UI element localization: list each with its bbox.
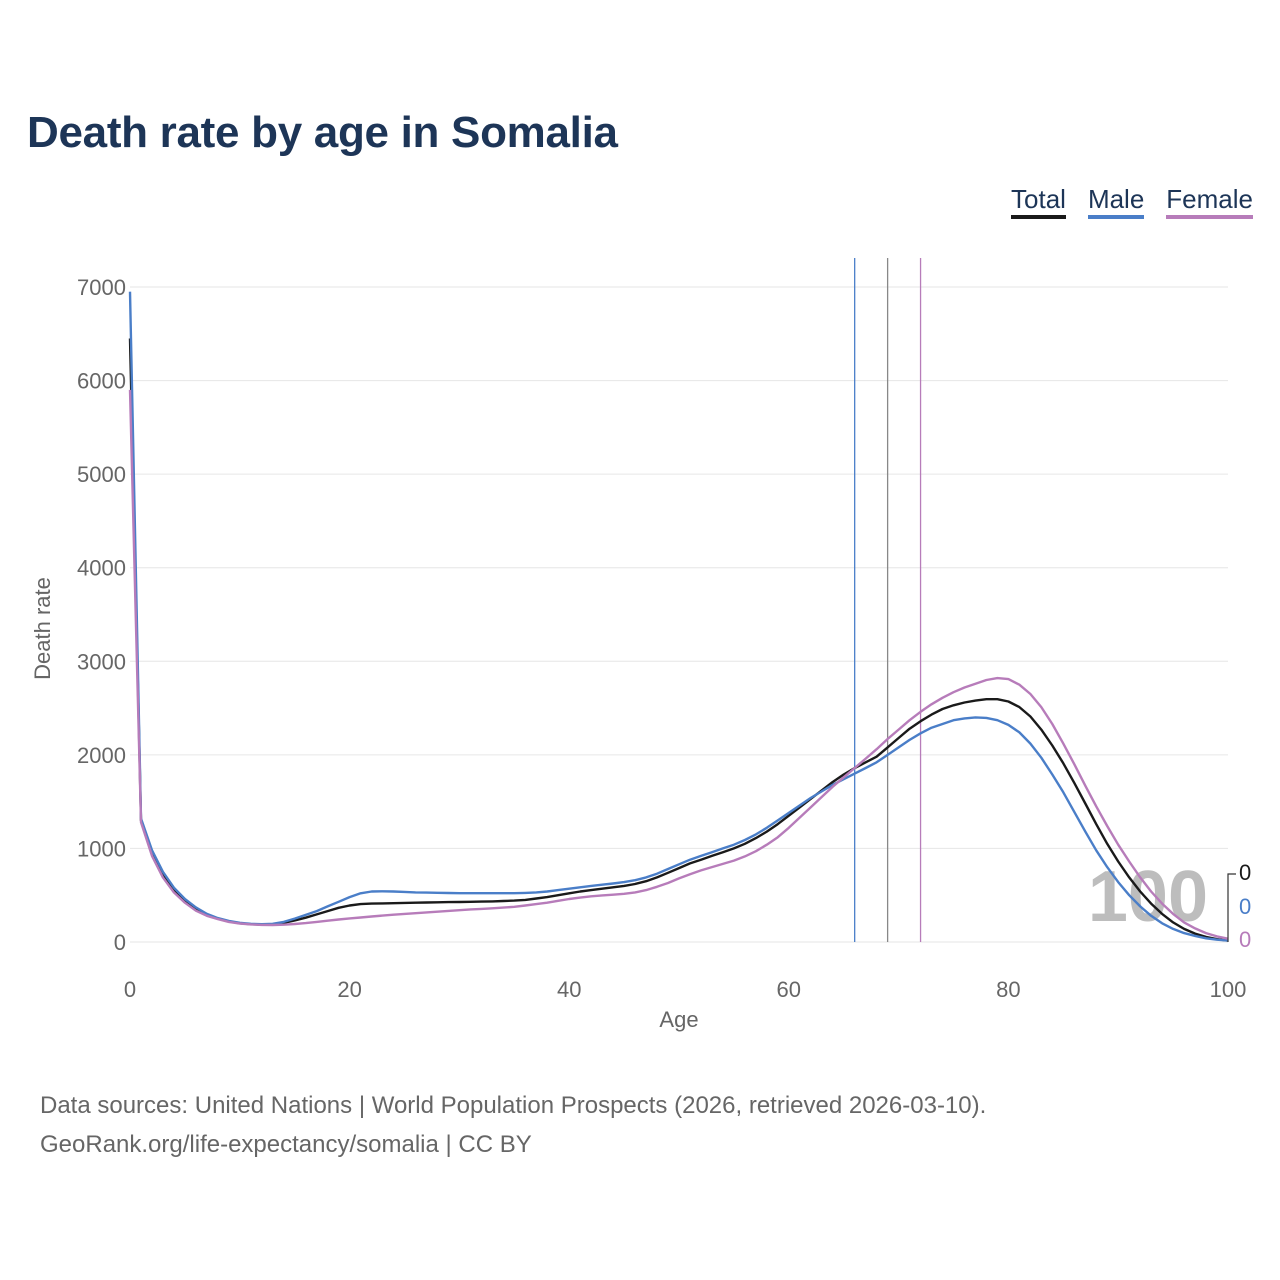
legend-item-total[interactable]: Total xyxy=(1011,184,1066,219)
y-tick-label: 0 xyxy=(114,930,126,955)
series-line-total xyxy=(128,338,1229,942)
footer: Data sources: United Nations | World Pop… xyxy=(40,1086,986,1164)
y-tick-label: 4000 xyxy=(77,556,126,581)
end-label-bracket xyxy=(1227,873,1236,942)
end-label-total: 0 xyxy=(1239,860,1251,885)
x-tick-label: 60 xyxy=(777,977,801,1002)
page-title: Death rate by age in Somalia xyxy=(27,108,618,157)
y-axis-title: Death rate xyxy=(30,577,55,680)
x-tick-label: 20 xyxy=(337,977,361,1002)
legend-item-male[interactable]: Male xyxy=(1087,184,1145,219)
x-tick-label: 0 xyxy=(124,977,136,1002)
y-tick-label: 3000 xyxy=(77,649,126,674)
end-label-female: 0 xyxy=(1239,927,1251,952)
legend: Total Male Female xyxy=(1011,184,1253,219)
x-tick-label: 40 xyxy=(557,977,581,1002)
footer-credit: GeoRank.org/life-expectancy/somalia | CC… xyxy=(40,1131,532,1158)
series-line-female xyxy=(128,389,1229,940)
y-tick-label: 2000 xyxy=(77,743,126,768)
end-label-male: 0 xyxy=(1239,894,1251,919)
y-tick-label: 6000 xyxy=(77,369,126,394)
x-tick-label: 100 xyxy=(1210,977,1247,1002)
y-tick-label: 7000 xyxy=(77,275,126,300)
x-axis-title: Age xyxy=(659,1007,698,1032)
y-tick-label: 5000 xyxy=(77,462,126,487)
x-tick-label: 80 xyxy=(996,977,1020,1002)
legend-item-female[interactable]: Female xyxy=(1166,184,1253,219)
y-tick-label: 1000 xyxy=(77,836,126,861)
footer-source: Data sources: United Nations | World Pop… xyxy=(40,1092,987,1119)
series-line-male xyxy=(128,291,1229,942)
